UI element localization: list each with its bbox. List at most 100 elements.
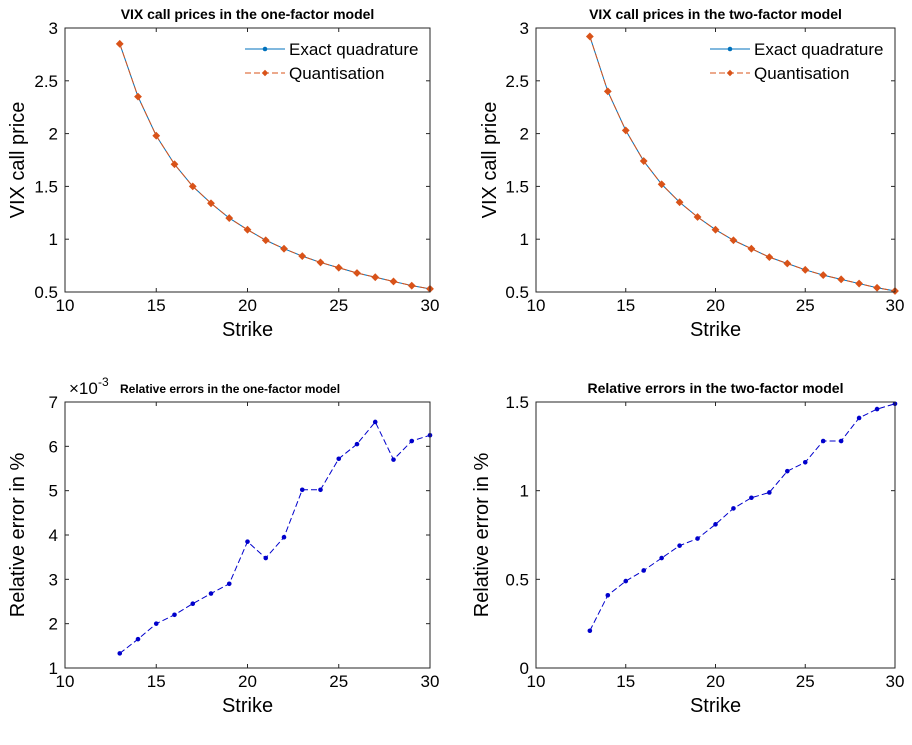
- series-1-marker: [713, 522, 718, 527]
- y-tick-label: 1.5: [505, 393, 529, 412]
- x-tick-label: 25: [329, 296, 348, 315]
- series-1-marker: [281, 534, 287, 540]
- series-1-marker: [153, 621, 159, 626]
- series-1-marker: [856, 415, 862, 421]
- chart-title: VIX call prices in the two-factor model: [589, 6, 842, 22]
- series-2-marker: [316, 258, 325, 267]
- x-tick-label: 30: [421, 672, 440, 691]
- series-2-marker: [801, 265, 810, 274]
- x-tick-label: 25: [796, 672, 815, 691]
- x-axis-label: Strike: [690, 319, 741, 341]
- y-tick-label: 0.5: [505, 283, 529, 302]
- y-axis-label: VIX call price: [7, 102, 29, 219]
- series-1-marker: [117, 651, 123, 656]
- series-1-marker: [172, 612, 177, 618]
- plot-area: [65, 402, 430, 668]
- y-tick-label: 1: [520, 482, 529, 501]
- y-tick-label: 2.5: [505, 72, 529, 91]
- chart-title: Relative errors in the one-factor model: [120, 382, 340, 396]
- legend-entry: Exact quadrature: [754, 40, 883, 59]
- y-tick-label: 7: [49, 393, 58, 412]
- y-axis-label: Relative error in %: [7, 453, 29, 618]
- series-1-marker: [263, 555, 269, 561]
- x-tick-label: 15: [147, 296, 166, 315]
- series-1-marker: [785, 468, 790, 474]
- x-tick-label: 20: [238, 296, 257, 315]
- series-2-marker: [603, 87, 612, 96]
- series-2-marker: [639, 157, 648, 165]
- series-line-1: [589, 403, 896, 631]
- series-1-marker: [409, 438, 415, 444]
- x-tick-label: 30: [886, 672, 905, 691]
- y-tick-label: 1: [49, 659, 58, 678]
- series-2-marker: [747, 244, 756, 253]
- series-line-2: [589, 36, 896, 292]
- y-tick-label: 1: [49, 230, 58, 249]
- x-tick-label: 25: [796, 296, 815, 315]
- x-tick-label: 25: [329, 672, 348, 691]
- series-2-marker: [134, 92, 142, 101]
- series-2-marker: [334, 263, 343, 272]
- series-2-marker: [873, 283, 881, 292]
- series-1-marker: [605, 592, 611, 598]
- x-axis-label: Strike: [222, 695, 273, 717]
- panel-1: 10 15 20 25 30 0.5 1 1.5 2 2.5 3 VIX call prices in…: [7, 6, 439, 341]
- y-exponent-label: ×10: [69, 379, 98, 398]
- y-tick-label: 2: [49, 125, 58, 144]
- series-1-marker: [318, 487, 323, 493]
- x-axis-label: Strike: [222, 319, 273, 341]
- legend-marker-1: [262, 46, 268, 52]
- plot-area: [536, 28, 895, 292]
- legend-marker-2: [261, 69, 269, 77]
- series-2-marker: [170, 160, 179, 169]
- y-tick-label: 1.5: [505, 177, 529, 196]
- x-tick-label: 15: [616, 296, 635, 315]
- legend-marker-1: [727, 46, 733, 52]
- y-tick-label: 1.5: [34, 177, 58, 196]
- series-2-marker: [783, 259, 792, 268]
- series-2-marker: [585, 32, 594, 41]
- plot-area: [536, 402, 895, 668]
- series-2-marker: [657, 180, 666, 189]
- series-2-marker: [711, 225, 720, 234]
- series-1-marker: [677, 543, 682, 548]
- series-1-marker: [659, 555, 664, 561]
- x-tick-label: 20: [238, 672, 257, 691]
- series-1-marker: [208, 591, 214, 596]
- y-tick-label: 6: [49, 437, 58, 456]
- x-tick-label: 20: [706, 672, 725, 691]
- y-tick-label: 0.5: [34, 283, 58, 302]
- series-2-marker: [621, 126, 630, 135]
- panel-4: 10 15 20 25 30 0 0.5 1 1.5 Relative errors in the…: [471, 380, 904, 717]
- legend-entry: Quantisation: [289, 64, 384, 83]
- y-axis-label: VIX call price: [479, 102, 501, 219]
- series-2-marker: [389, 277, 398, 286]
- series-2-marker: [765, 253, 774, 262]
- series-1-marker: [190, 601, 196, 607]
- series-line-1: [119, 421, 431, 654]
- series-2-marker: [115, 39, 124, 48]
- series-1-marker: [767, 490, 772, 495]
- series-1-marker: [731, 506, 736, 511]
- x-tick-label: 20: [706, 296, 725, 315]
- series-2-marker: [353, 269, 361, 277]
- series-2-marker: [243, 225, 252, 234]
- y-exponent-power: -3: [98, 375, 109, 389]
- y-tick-label: 2.5: [34, 72, 58, 91]
- series-2-marker: [729, 236, 738, 245]
- series-1-marker: [336, 456, 342, 462]
- y-tick-label: 0: [520, 659, 529, 678]
- series-1-marker: [587, 628, 593, 634]
- series-2-marker: [407, 281, 416, 290]
- series-1-marker: [874, 406, 880, 412]
- y-axis-label: Relative error in %: [471, 453, 493, 618]
- series-1-marker: [820, 438, 826, 444]
- series-1-marker: [226, 581, 232, 587]
- series-2-marker: [298, 252, 307, 261]
- series-1-marker: [391, 457, 396, 462]
- y-tick-label: 0.5: [505, 570, 529, 589]
- y-tick-label: 3: [49, 19, 58, 38]
- legend-entry: Exact quadrature: [289, 40, 418, 59]
- series-1-marker: [354, 441, 360, 447]
